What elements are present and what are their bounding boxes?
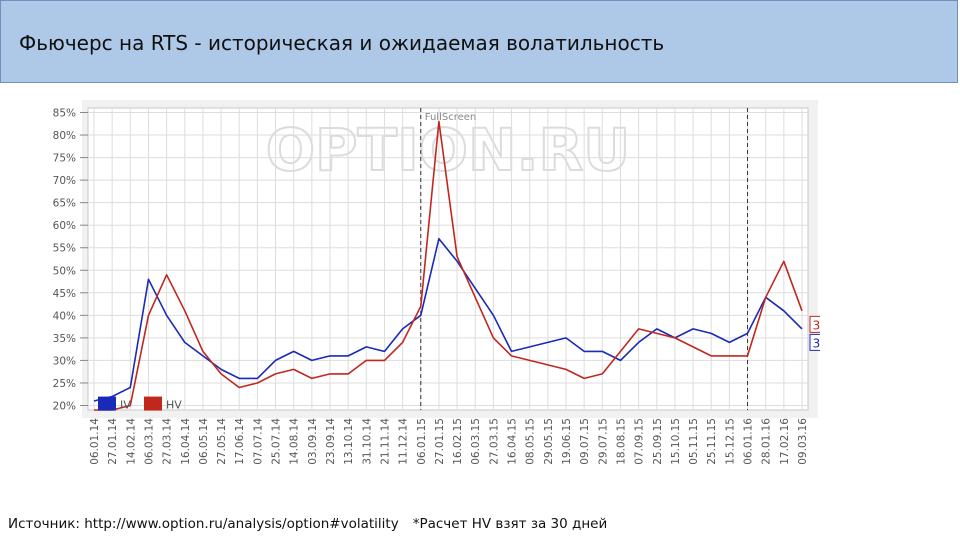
x-tick-label: 28.01.16 xyxy=(761,418,773,465)
end-label-iv: 34% xyxy=(813,336,820,350)
x-tick-label: 03.09.14 xyxy=(307,418,319,465)
x-tick-label: 27.01.15 xyxy=(434,418,446,465)
x-tick-label: 25.11.15 xyxy=(706,418,718,465)
y-tick-label: 35% xyxy=(53,333,76,345)
y-tick-label: 55% xyxy=(53,243,76,255)
x-tick-label: 06.01.15 xyxy=(416,418,428,465)
x-tick-label: 07.09.15 xyxy=(634,418,646,465)
footer: Источник: http://www.option.ru/analysis/… xyxy=(8,516,621,532)
legend-label-hv: HV xyxy=(166,399,182,412)
x-tick-label: 16.02.15 xyxy=(452,418,464,465)
x-tick-label: 27.03.14 xyxy=(162,418,174,465)
x-tick-label: 13.10.14 xyxy=(343,418,355,465)
x-tick-label: 31.10.14 xyxy=(361,418,373,465)
x-tick-label: 25.07.14 xyxy=(271,418,283,465)
x-tick-label: 11.12.14 xyxy=(398,418,410,465)
x-tick-label: 17.06.14 xyxy=(234,418,246,465)
x-tick-label: 21.11.14 xyxy=(379,418,391,465)
source-text: Источник: http://www.option.ru/analysis/… xyxy=(8,516,399,532)
y-tick-label: 20% xyxy=(53,400,76,412)
y-tick-label: 80% xyxy=(53,130,76,142)
x-tick-label: 07.07.14 xyxy=(252,418,264,465)
volatility-chart: OPTION.RU 20% 25% 30% 35% 40% 45% 50% 55% 60% 65% 7… xyxy=(40,98,843,498)
note-text: *Расчет HV взят за 30 дней xyxy=(412,516,608,532)
x-tick-label: 18.08.15 xyxy=(615,418,627,465)
x-tick-label: 27.03.15 xyxy=(488,418,500,465)
x-tick-label: 05.11.15 xyxy=(688,418,700,465)
y-tick-label: 40% xyxy=(53,310,76,322)
y-tick-label: 60% xyxy=(53,220,76,232)
x-tick-label: 15.12.15 xyxy=(724,418,736,465)
y-tick-label: 25% xyxy=(53,378,76,390)
x-tick-label: 08.05.15 xyxy=(525,418,537,465)
end-label-hv: 38% xyxy=(813,318,820,332)
x-tick-label: 14.02.14 xyxy=(125,418,137,465)
series-line-hv xyxy=(94,120,803,411)
x-tick-label: 09.07.15 xyxy=(579,418,591,465)
chart-svg: OPTION.RU 20% 25% 30% 35% 40% 45% 50% 55% 60% 65% 7… xyxy=(53,100,843,465)
x-tick-label: 23.09.14 xyxy=(325,418,337,465)
x-tick-label: 25.09.15 xyxy=(652,418,664,465)
x-tick-label: 19.06.15 xyxy=(561,418,573,465)
legend-label-iv: IV xyxy=(120,399,131,412)
y-tick-label: 50% xyxy=(53,265,76,277)
y-tick-label: 70% xyxy=(53,175,76,187)
y-tick-label: 65% xyxy=(53,198,76,210)
fullscreen-label: FullScreen xyxy=(425,112,476,123)
x-tick-label: 16.04.14 xyxy=(180,418,192,465)
y-tick-label: 75% xyxy=(53,153,76,165)
x-tick-label: 16.04.15 xyxy=(507,418,519,465)
slide-title: Фьючерс на RTS - историческая и ожидаема… xyxy=(19,31,665,55)
watermark-text: OPTION.RU xyxy=(266,116,631,184)
x-tick-label: 27.01.14 xyxy=(107,418,119,465)
x-tick-label: 06.03.15 xyxy=(470,418,482,465)
legend-swatch-iv xyxy=(98,396,116,411)
x-tick-label: 06.03.14 xyxy=(143,418,155,465)
x-tick-label: 15.10.15 xyxy=(670,418,682,465)
x-tick-label: 14.08.14 xyxy=(289,418,301,465)
x-tick-label: 06.01.16 xyxy=(743,418,755,465)
title-bar: Фьючерс на RTS - историческая и ожидаема… xyxy=(0,0,958,83)
x-tick-label: 06.01.14 xyxy=(89,418,101,465)
x-tick-label: 17.02.16 xyxy=(779,418,791,465)
y-tick-label: 85% xyxy=(53,108,76,120)
legend-swatch-hv xyxy=(144,396,162,411)
y-tick-label: 45% xyxy=(53,288,76,300)
x-tick-label: 29.07.15 xyxy=(597,418,609,465)
x-tick-label: 06.05.14 xyxy=(198,418,210,465)
x-tick-label: 27.05.14 xyxy=(216,418,228,465)
x-tick-label: 09.03.16 xyxy=(797,418,809,465)
y-tick-label: 30% xyxy=(53,355,76,367)
x-tick-label: 29.05.15 xyxy=(543,418,555,465)
